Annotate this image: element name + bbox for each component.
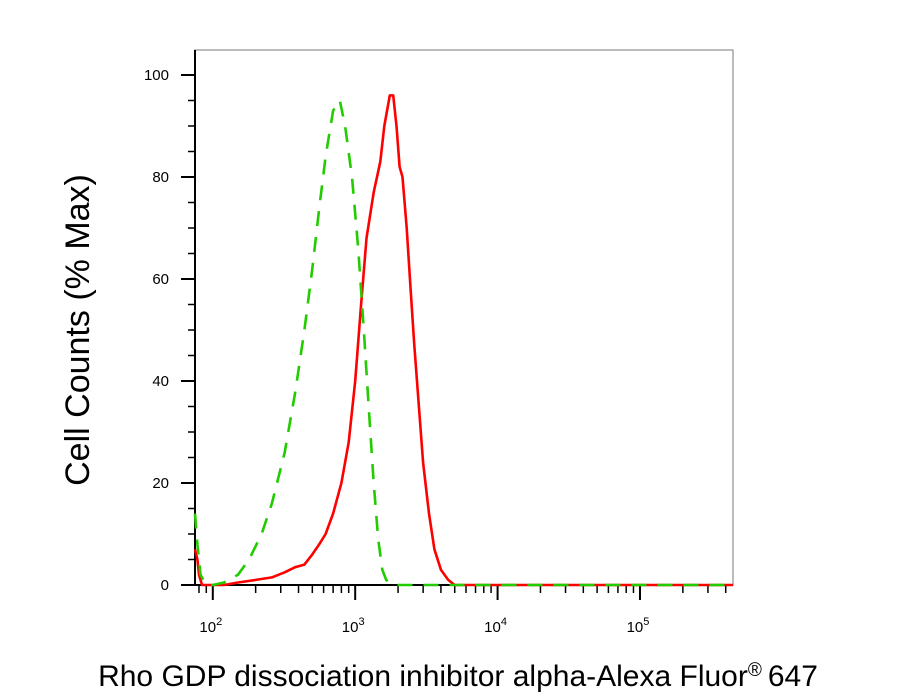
x-axis-title: Rho GDP dissociation inhibitor alpha-Ale… [98, 660, 818, 693]
y-tick-label: 40 [152, 373, 169, 390]
x-tick-label: 103 [342, 616, 365, 636]
series-line-dashed [193, 99, 733, 587]
series-line-solid [193, 94, 733, 587]
series-layer [193, 94, 733, 587]
x-axis-title-mark: ® [748, 660, 762, 681]
y-axis-ticks: 0 20 40 60 80 100 [144, 67, 195, 594]
x-tick-label: 102 [199, 616, 222, 636]
y-tick-label: 60 [152, 271, 169, 288]
y-tick-label: 80 [152, 169, 169, 186]
plot-frame [194, 49, 734, 586]
y-axis-title: Cell Counts (% Max) [59, 174, 97, 486]
y-tick-label: 100 [144, 67, 169, 84]
y-tick-label: 20 [152, 475, 169, 492]
x-axis-title-main: Rho GDP dissociation inhibitor alpha-Ale… [98, 660, 748, 693]
x-axis-ticks: 102 103 104 105 [198, 585, 727, 636]
x-tick-label: 105 [627, 616, 650, 636]
x-axis-title-suffix: 647 [768, 660, 818, 693]
x-tick-label: 104 [484, 616, 507, 636]
y-tick-label: 0 [161, 577, 169, 594]
